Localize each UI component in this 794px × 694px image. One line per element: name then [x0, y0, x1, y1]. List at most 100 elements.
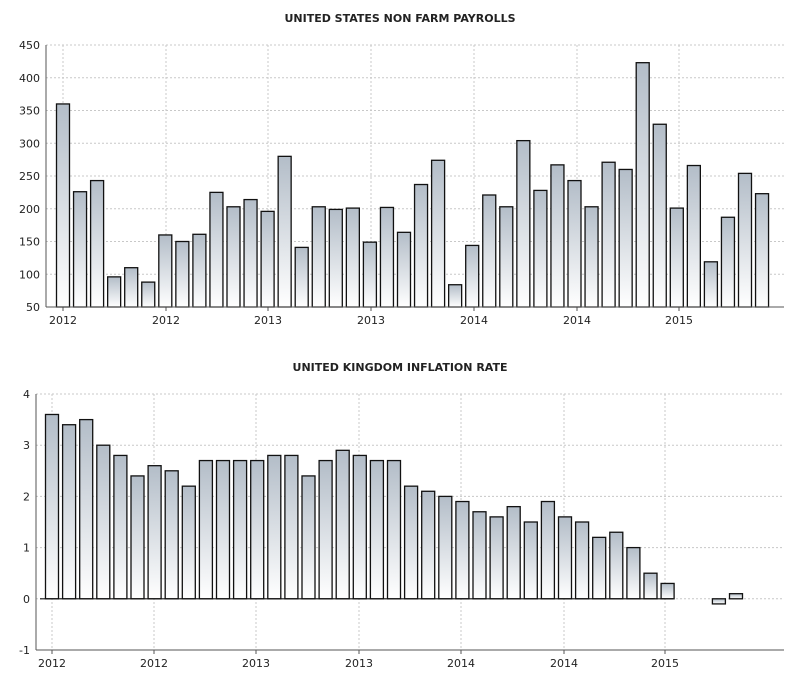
y-tick-label: -1 — [19, 644, 30, 657]
x-tick-label: 2012 — [38, 657, 66, 670]
y-tick-label: 450 — [19, 39, 40, 52]
x-tick-label: 2014 — [550, 657, 578, 670]
y-tick-label: 200 — [19, 203, 40, 216]
chart1-bar — [311, 206, 326, 308]
chart1-bar — [635, 62, 650, 308]
chart2-bar — [438, 495, 453, 600]
chart1-bar — [652, 123, 667, 308]
x-tick-label: 2013 — [357, 314, 385, 327]
x-tick-label: 2015 — [665, 314, 693, 327]
y-tick-label: 2 — [23, 490, 30, 503]
chart2-bar — [164, 470, 179, 600]
chart2-bar — [113, 454, 128, 600]
chart2-bar — [421, 490, 436, 600]
chart1-bar — [686, 164, 701, 308]
chart2-bar — [44, 413, 60, 600]
chart1-bar — [584, 206, 599, 308]
y-tick-label: 350 — [19, 105, 40, 118]
chart1-bar — [124, 267, 139, 308]
chart2-bar — [523, 521, 538, 600]
chart2-plot: -1 0 1 2 3 4 2012 2012 2013 2013 2014 2014 2015 — [19, 388, 784, 670]
chart1-bar — [737, 172, 753, 308]
chart2-bar — [181, 485, 196, 600]
y-tick-label: 0 — [23, 593, 30, 606]
chart2-bar — [250, 459, 265, 600]
chart1-bar — [567, 179, 582, 308]
y-tick-label: 1 — [23, 542, 30, 555]
x-tick-label: 2013 — [254, 314, 282, 327]
y-tick-label: 400 — [19, 72, 40, 85]
chart1-bar — [345, 207, 361, 308]
chart2-bar — [540, 500, 556, 600]
chart2-bar — [728, 593, 744, 600]
chart2-bar — [335, 449, 350, 600]
chart2-bar — [455, 500, 470, 600]
x-tick-label: 2014 — [563, 314, 591, 327]
chart1-bar — [669, 207, 684, 308]
x-tick-label: 2015 — [651, 657, 679, 670]
chart1-bar — [465, 244, 480, 308]
chart1-bar — [430, 159, 446, 308]
chart2-bar — [198, 459, 214, 600]
chart2-bar — [660, 582, 675, 600]
chart2-bar — [130, 475, 145, 600]
chart1-bar — [260, 210, 275, 308]
chart2-bar — [643, 572, 658, 600]
x-tick-label: 2013 — [242, 657, 270, 670]
chart1-bar — [550, 164, 565, 308]
x-tick-label: 2013 — [345, 657, 373, 670]
chart1-bar — [482, 194, 497, 308]
chart1-bar — [754, 193, 770, 308]
chart1-bar — [703, 261, 719, 308]
chart2-bar — [96, 444, 111, 600]
chart1-bar — [277, 155, 292, 308]
chart1-bar — [55, 103, 71, 308]
chart1-bar — [720, 216, 736, 308]
chart1-bar — [328, 208, 343, 308]
chart2-bar — [489, 516, 504, 600]
y-tick-label: 3 — [23, 439, 30, 452]
x-tick-label: 2012 — [140, 657, 168, 670]
chart2-bar — [574, 521, 590, 600]
chart2-bar — [592, 536, 607, 600]
chart2-bar — [472, 511, 487, 600]
y-tick-label: 250 — [19, 170, 40, 183]
chart1-bar — [499, 206, 514, 308]
chart1-bar — [243, 198, 258, 308]
x-tick-label: 2012 — [152, 314, 180, 327]
y-tick-label: 100 — [19, 268, 40, 281]
chart2-bar — [369, 459, 385, 600]
chart2-bar — [301, 475, 316, 600]
chart1-bar — [516, 139, 531, 308]
chart1-bar — [158, 234, 173, 308]
x-tick-label: 2012 — [49, 314, 77, 327]
chart1-bar — [226, 206, 241, 308]
chart1-bar — [533, 189, 548, 308]
chart2-bar — [711, 598, 727, 605]
chart2-bar — [403, 485, 419, 600]
chart2-bar — [147, 465, 162, 600]
chart1-bar — [192, 233, 207, 308]
chart1-bar — [447, 284, 463, 308]
chart2-bar — [215, 459, 231, 600]
chart2-bar — [626, 546, 641, 600]
chart1-bar — [379, 206, 395, 308]
y-tick-label: 50 — [26, 301, 40, 314]
chart2-bar — [352, 454, 367, 600]
chart1-bar — [89, 179, 105, 308]
y-tick-label: 300 — [19, 137, 40, 150]
chart2-bar — [232, 459, 248, 600]
chart2-bar — [609, 531, 624, 600]
chart2-bar — [386, 459, 402, 600]
chart1-title: UNITED STATES NON FARM PAYROLLS — [284, 12, 515, 25]
chart1-bar — [618, 168, 633, 308]
chart2-bar — [79, 418, 94, 600]
chart1-bar — [72, 191, 88, 308]
y-tick-label: 4 — [23, 388, 30, 401]
x-tick-label: 2014 — [460, 314, 488, 327]
chart1-bar — [362, 241, 378, 308]
y-tick-label: 150 — [19, 236, 40, 249]
chart1-bar — [396, 231, 412, 308]
chart2-bar — [557, 516, 573, 600]
